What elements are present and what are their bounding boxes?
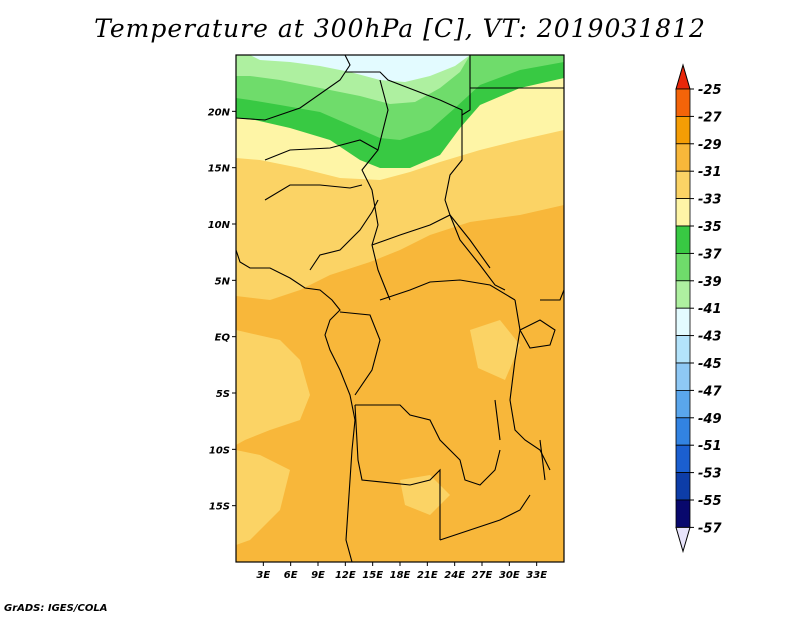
colorbar-swatch <box>675 499 691 528</box>
lon-label: 9E <box>311 570 325 581</box>
map-title: Temperature at 300hPa [C], VT: 201903181… <box>94 14 706 43</box>
lat-label: EQ <box>215 333 231 344</box>
colorbar-label: -29 <box>698 138 722 153</box>
colorbar-label: -47 <box>698 384 722 399</box>
colorbar-label: -25 <box>698 83 722 98</box>
colorbar-swatch <box>675 417 691 446</box>
lon-label: 3E <box>256 570 270 581</box>
border-nigeria-cameroon <box>309 199 379 271</box>
lon-label: 18E <box>390 570 411 581</box>
border-ne <box>540 289 564 301</box>
field-band-31-patch <box>400 475 450 515</box>
lon-label: 30E <box>499 570 520 581</box>
colorbar-label: -37 <box>698 247 722 262</box>
grads-credit: GrADS: IGES/COLA <box>4 603 108 614</box>
colorbar-swatch <box>675 472 691 501</box>
border-drc-south <box>355 404 501 486</box>
coastline-west <box>236 249 356 562</box>
lat-label: 5S <box>216 389 230 400</box>
lon-label: 24E <box>444 570 465 581</box>
lat-label: 10N <box>208 220 231 231</box>
border-chad <box>361 79 391 301</box>
colorbar-swatch <box>675 280 691 309</box>
colorbar-swatch <box>675 225 691 254</box>
colorbar: -25 -27 -29 -31 -33 -35 -37 -39 -41 -43 -45 -47 -49 -… <box>675 63 722 554</box>
lake-victoria <box>519 319 556 349</box>
colorbar-label: -43 <box>698 330 722 345</box>
field-band-31-west <box>236 330 310 445</box>
colorbar-label: -27 <box>698 110 722 125</box>
colorbar-label: -49 <box>698 412 722 427</box>
colorbar-label: -35 <box>698 220 722 235</box>
lon-label: 15E <box>362 570 383 581</box>
lake-tanganyika <box>494 399 501 441</box>
axis-labels: 20N 15N 10N 5N EQ 5S 10S 15S 3E 6E 9E 12E 15E 18E 21E 2… <box>208 107 548 581</box>
colorbar-label: -33 <box>698 193 722 208</box>
lat-label: 20N <box>208 107 231 118</box>
border-zambia <box>439 494 531 541</box>
lon-label: 6E <box>284 570 298 581</box>
colorbar-swatch <box>675 389 691 419</box>
border-angola <box>354 404 441 540</box>
border-drc-west <box>339 311 381 396</box>
colorbar-swatch <box>675 143 691 172</box>
country-borders <box>236 55 564 562</box>
lat-label: 15S <box>209 502 230 513</box>
colorbar-swatch <box>675 307 691 337</box>
colorbar-label: -31 <box>698 165 722 180</box>
colorbar-swatch <box>675 362 691 391</box>
colorbar-label: -41 <box>698 302 722 317</box>
colorbar-label: -45 <box>698 357 722 372</box>
lake-malawi <box>539 439 546 481</box>
field-band-31-south <box>236 450 290 545</box>
colorbar-label: -39 <box>698 275 722 290</box>
field-band-41 <box>250 55 470 82</box>
colorbar-swatch <box>675 444 691 474</box>
border-east <box>509 299 551 471</box>
temperature-field <box>236 55 564 562</box>
lat-label: 15N <box>208 164 231 175</box>
border-drc-north <box>379 279 516 301</box>
border-libya <box>345 55 471 116</box>
colorbar-label: -51 <box>698 439 722 454</box>
border-car <box>371 214 491 269</box>
border-sahel <box>264 139 379 161</box>
colorbar-swatch <box>675 88 691 117</box>
border-niger-nigeria <box>264 184 363 201</box>
lon-label: 33E <box>526 570 547 581</box>
colorbar-label: -57 <box>698 521 722 536</box>
colorbar-bottom-arrow <box>675 526 691 554</box>
lat-label: 5N <box>215 276 231 287</box>
border-sahara <box>236 55 351 121</box>
lon-label: 27E <box>472 570 493 581</box>
field-band-31-patch2 <box>470 320 520 380</box>
colorbar-swatch <box>675 170 691 199</box>
colorbar-swatch <box>675 252 691 282</box>
colorbar-swatch <box>675 116 691 145</box>
colorbar-top-arrow <box>675 63 691 90</box>
colorbar-swatch <box>675 335 691 364</box>
lon-label: 21E <box>417 570 438 581</box>
lon-label: 12E <box>335 570 356 581</box>
colorbar-swatch <box>675 198 691 227</box>
lat-label: 10S <box>209 445 230 456</box>
colorbar-label: -55 <box>698 494 722 509</box>
colorbar-label: -53 <box>698 467 722 482</box>
